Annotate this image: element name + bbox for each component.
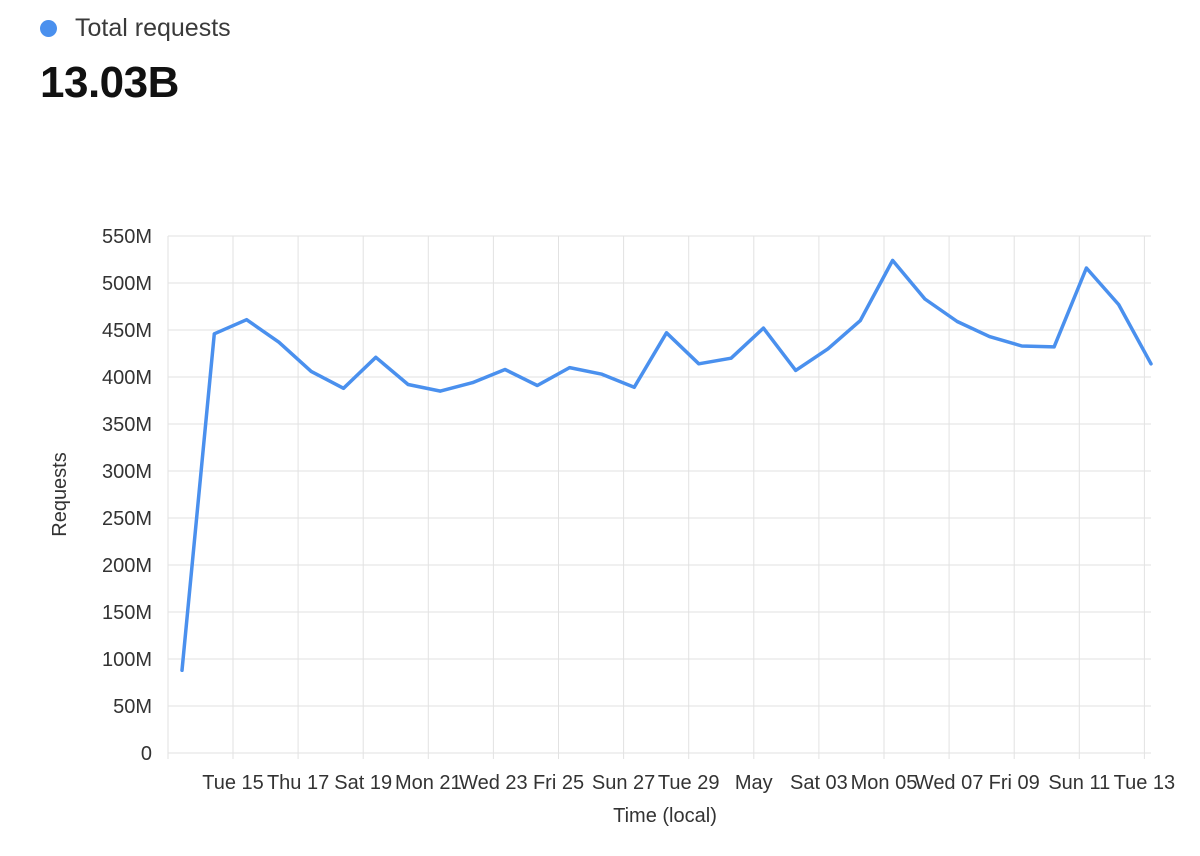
data-point (988, 335, 991, 339)
data-point (600, 372, 604, 376)
y-tick-label: 100M (102, 649, 152, 671)
y-tick-label: 400M (102, 367, 152, 389)
x-tick-label: Sun 27 (592, 772, 655, 794)
data-point (535, 384, 539, 387)
data-point (697, 362, 701, 366)
data-point (729, 356, 733, 360)
data-point (826, 347, 830, 351)
data-point (277, 340, 281, 344)
data-point (858, 319, 862, 323)
x-tick-label: Mon 05 (851, 772, 918, 794)
data-point (471, 381, 475, 385)
x-tick-label: Sat 19 (334, 772, 392, 794)
legend-dot-icon (40, 20, 57, 37)
y-tick-label: 500M (102, 273, 152, 295)
legend-label: Total requests (75, 14, 231, 42)
x-axis-label: Time (local) (613, 805, 717, 827)
data-point (1149, 362, 1153, 366)
x-tick-label: Sat 03 (790, 772, 848, 794)
x-tick-label: Fri 25 (533, 772, 584, 794)
data-point (665, 331, 668, 335)
x-tick-label: Tue 29 (658, 772, 720, 794)
y-tick-label: 150M (102, 602, 152, 624)
x-tick-label: Wed 07 (915, 772, 984, 794)
series-line-total-requests (180, 258, 1153, 673)
data-point (438, 389, 442, 393)
data-point (212, 332, 216, 336)
data-point (309, 369, 313, 373)
data-point (632, 385, 636, 389)
data-point (923, 297, 927, 301)
x-tick-label: Sun 11 (1048, 772, 1110, 794)
data-point (761, 326, 765, 330)
data-point (568, 366, 572, 370)
x-tick-label: Tue 15 (202, 772, 264, 794)
data-point (955, 320, 959, 323)
data-point (794, 368, 798, 372)
y-tick-label: 450M (102, 320, 152, 342)
data-point (180, 668, 184, 672)
data-point (1117, 303, 1121, 307)
x-tick-label: Mon 21 (395, 772, 462, 794)
x-tick-label: Tue 13 (1114, 772, 1176, 794)
data-point (1084, 266, 1088, 270)
data-point (374, 355, 378, 359)
data-point (406, 383, 410, 386)
y-tick-label: 350M (102, 414, 152, 436)
data-point (1052, 345, 1056, 349)
y-tick-label: 0 (141, 743, 152, 765)
data-point (891, 258, 895, 262)
total-requests-value: 13.03B (40, 58, 179, 107)
data-point (1020, 344, 1024, 348)
data-point (503, 368, 507, 371)
legend: Total requests (40, 14, 231, 43)
y-tick-label: 50M (113, 696, 152, 718)
x-tick-label: May (735, 772, 773, 794)
y-axis-label: Requests (49, 452, 71, 537)
data-point (342, 386, 345, 390)
x-tick-label: Fri 09 (989, 772, 1040, 794)
y-tick-label: 300M (102, 461, 152, 483)
y-tick-label: 200M (102, 555, 152, 577)
x-tick-label: Thu 17 (267, 772, 329, 794)
x-tick-label: Wed 23 (459, 772, 528, 794)
data-point (245, 318, 249, 322)
y-tick-label: 250M (102, 508, 152, 530)
y-tick-label: 550M (102, 226, 152, 248)
